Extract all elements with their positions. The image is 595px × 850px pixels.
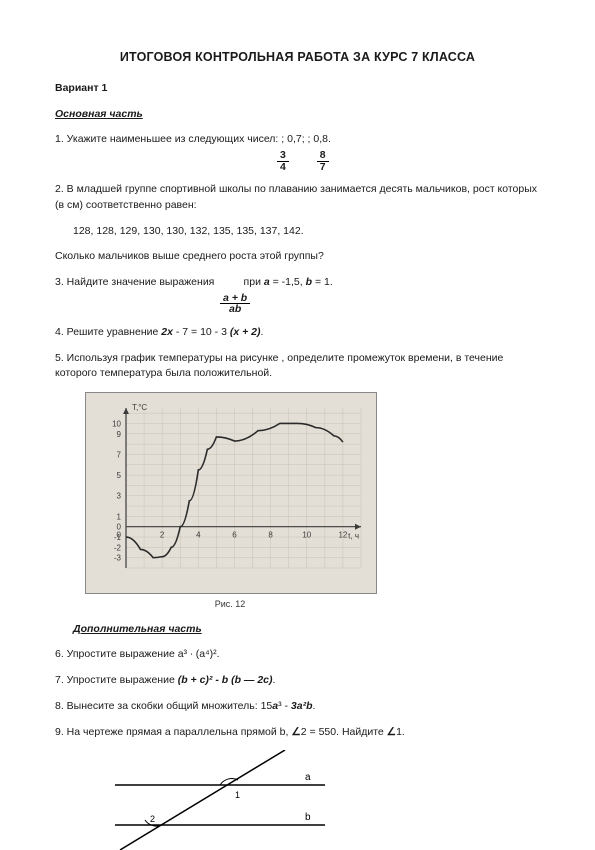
question-3: 3. Найдите значение выражения при a = -1… xyxy=(55,275,540,315)
question-7: 7. Упростите выражение (b + c)² - b (b —… xyxy=(55,673,540,689)
angle-1: 1 xyxy=(235,790,240,800)
svg-text:-3: -3 xyxy=(114,554,122,563)
graph-caption: Рис. 12 xyxy=(85,598,375,612)
q1-frac1: 3 4 xyxy=(277,150,289,172)
svg-text:0: 0 xyxy=(117,531,122,540)
page-title: ИТОГОВОЯ КОНТРОЛЬНАЯ РАБОТА ЗА КУРС 7 КЛ… xyxy=(55,48,540,67)
question-4: 4. Решите уравнение 2x - 7 = 10 - 3 (x +… xyxy=(55,325,540,341)
svg-text:3: 3 xyxy=(117,492,122,501)
svg-text:1: 1 xyxy=(117,512,122,521)
section-additional: Дополнительная часть xyxy=(55,622,540,638)
variant-label: Вариант 1 xyxy=(55,81,540,97)
q2-data: 128, 128, 129, 130, 130, 132, 135, 135, … xyxy=(55,224,540,240)
svg-text:4: 4 xyxy=(196,531,201,540)
q3-text: 3. Найдите значение выражения при a = -1… xyxy=(55,276,333,288)
question-6: 6. Упростите выражение a³ ∙ (a⁴)². xyxy=(55,647,540,663)
question-5: 5. Используя график температуры на рисун… xyxy=(55,351,540,383)
svg-text:7: 7 xyxy=(117,450,122,459)
section-main: Основная часть xyxy=(55,107,540,123)
q3-frac: a + b ab xyxy=(220,293,250,315)
label-b: b xyxy=(305,812,311,823)
label-a: a xyxy=(305,772,311,783)
svg-text:12: 12 xyxy=(338,531,347,540)
geom-svg: a b 1 2 xyxy=(95,750,355,850)
svg-text:10: 10 xyxy=(112,419,121,428)
svg-text:-2: -2 xyxy=(114,543,122,552)
geometry-figure: a b 1 2 xyxy=(95,750,355,850)
q1-text: 1. Укажите наименьшее из следующих чисел… xyxy=(55,133,331,145)
question-9: 9. На чертеже прямая a параллельна прямо… xyxy=(55,725,540,741)
svg-text:8: 8 xyxy=(268,531,273,540)
question-1: 1. Укажите наименьшее из следующих чисел… xyxy=(55,132,540,172)
page: ИТОГОВОЯ КОНТРОЛЬНАЯ РАБОТА ЗА КУРС 7 КЛ… xyxy=(0,0,595,842)
svg-text:9: 9 xyxy=(117,430,122,439)
svg-text:6: 6 xyxy=(232,531,237,540)
q2-line1: 2. В младшей группе спортивной школы по … xyxy=(55,182,540,214)
q1-frac2: 8 7 xyxy=(317,150,329,172)
question-2: 2. В младшей группе спортивной школы по … xyxy=(55,182,540,265)
question-8: 8. Вынесите за скобки общий множитель: 1… xyxy=(55,699,540,715)
svg-text:t, ч: t, ч xyxy=(348,532,359,541)
svg-text:2: 2 xyxy=(160,531,165,540)
q2-line2: Сколько мальчиков выше среднего роста эт… xyxy=(55,249,540,265)
graph-svg: -3-2-10135791024681012T,°Ct, ч0 xyxy=(86,393,376,593)
svg-text:5: 5 xyxy=(117,471,122,480)
svg-text:T,°C: T,°C xyxy=(132,403,147,412)
angle-2: 2 xyxy=(150,814,155,824)
svg-text:10: 10 xyxy=(302,531,311,540)
temperature-graph: -3-2-10135791024681012T,°Ct, ч0 xyxy=(85,392,377,594)
